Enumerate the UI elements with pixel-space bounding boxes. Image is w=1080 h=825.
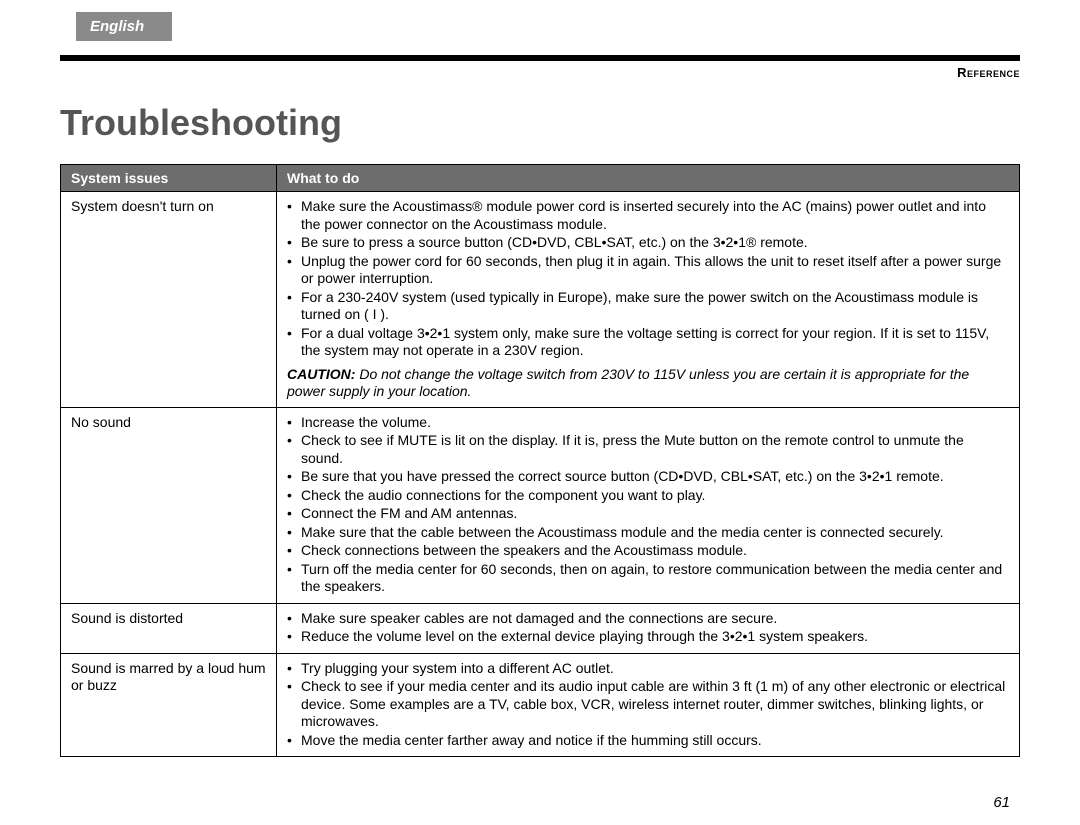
bullet-item: For a dual voltage 3•2•1 system only, ma… xyxy=(287,325,1009,360)
bullet-item: Turn off the media center for 60 seconds… xyxy=(287,561,1009,596)
action-cell: Make sure speaker cables are not damaged… xyxy=(277,603,1020,653)
issue-cell: Sound is distorted xyxy=(61,603,277,653)
action-cell: Increase the volume.Check to see if MUTE… xyxy=(277,407,1020,603)
bullet-item: Check to see if your media center and it… xyxy=(287,678,1009,731)
issue-cell: System doesn't turn on xyxy=(61,192,277,408)
action-cell: Make sure the Acoustimass® module power … xyxy=(277,192,1020,408)
issue-cell: No sound xyxy=(61,407,277,603)
language-tab: English xyxy=(76,12,172,41)
bullet-item: For a 230-240V system (used typically in… xyxy=(287,289,1009,324)
bullet-item: Increase the volume. xyxy=(287,414,1009,432)
bullet-item: Make sure the Acoustimass® module power … xyxy=(287,198,1009,233)
col-header-issue: System issues xyxy=(61,165,277,192)
troubleshooting-table: System issues What to do System doesn't … xyxy=(60,164,1020,757)
bullet-item: Be sure that you have pressed the correc… xyxy=(287,468,1009,486)
bullet-item: Unplug the power cord for 60 seconds, th… xyxy=(287,253,1009,288)
bullet-item: Connect the FM and AM antennas. xyxy=(287,505,1009,523)
bullet-item: Check the audio connections for the comp… xyxy=(287,487,1009,505)
bullet-item: Be sure to press a source button (CD•DVD… xyxy=(287,234,1009,252)
reference-label: Reference xyxy=(60,65,1020,80)
issue-cell: Sound is marred by a loud hum or buzz xyxy=(61,653,277,757)
bullet-item: Check connections between the speakers a… xyxy=(287,542,1009,560)
bullet-item: Make sure speaker cables are not damaged… xyxy=(287,610,1009,628)
action-cell: Try plugging your system into a differen… xyxy=(277,653,1020,757)
bullet-item: Try plugging your system into a differen… xyxy=(287,660,1009,678)
bullet-item: Reduce the volume level on the external … xyxy=(287,628,1009,646)
bullet-item: Make sure that the cable between the Aco… xyxy=(287,524,1009,542)
bullet-item: Check to see if MUTE is lit on the displ… xyxy=(287,432,1009,467)
page-number: 61 xyxy=(993,794,1010,811)
caution-note: CAUTION: Do not change the voltage switc… xyxy=(287,366,1009,401)
section-divider xyxy=(60,55,1020,61)
bullet-item: Move the media center farther away and n… xyxy=(287,732,1009,750)
col-header-action: What to do xyxy=(277,165,1020,192)
page-title: Troubleshooting xyxy=(60,102,1020,144)
